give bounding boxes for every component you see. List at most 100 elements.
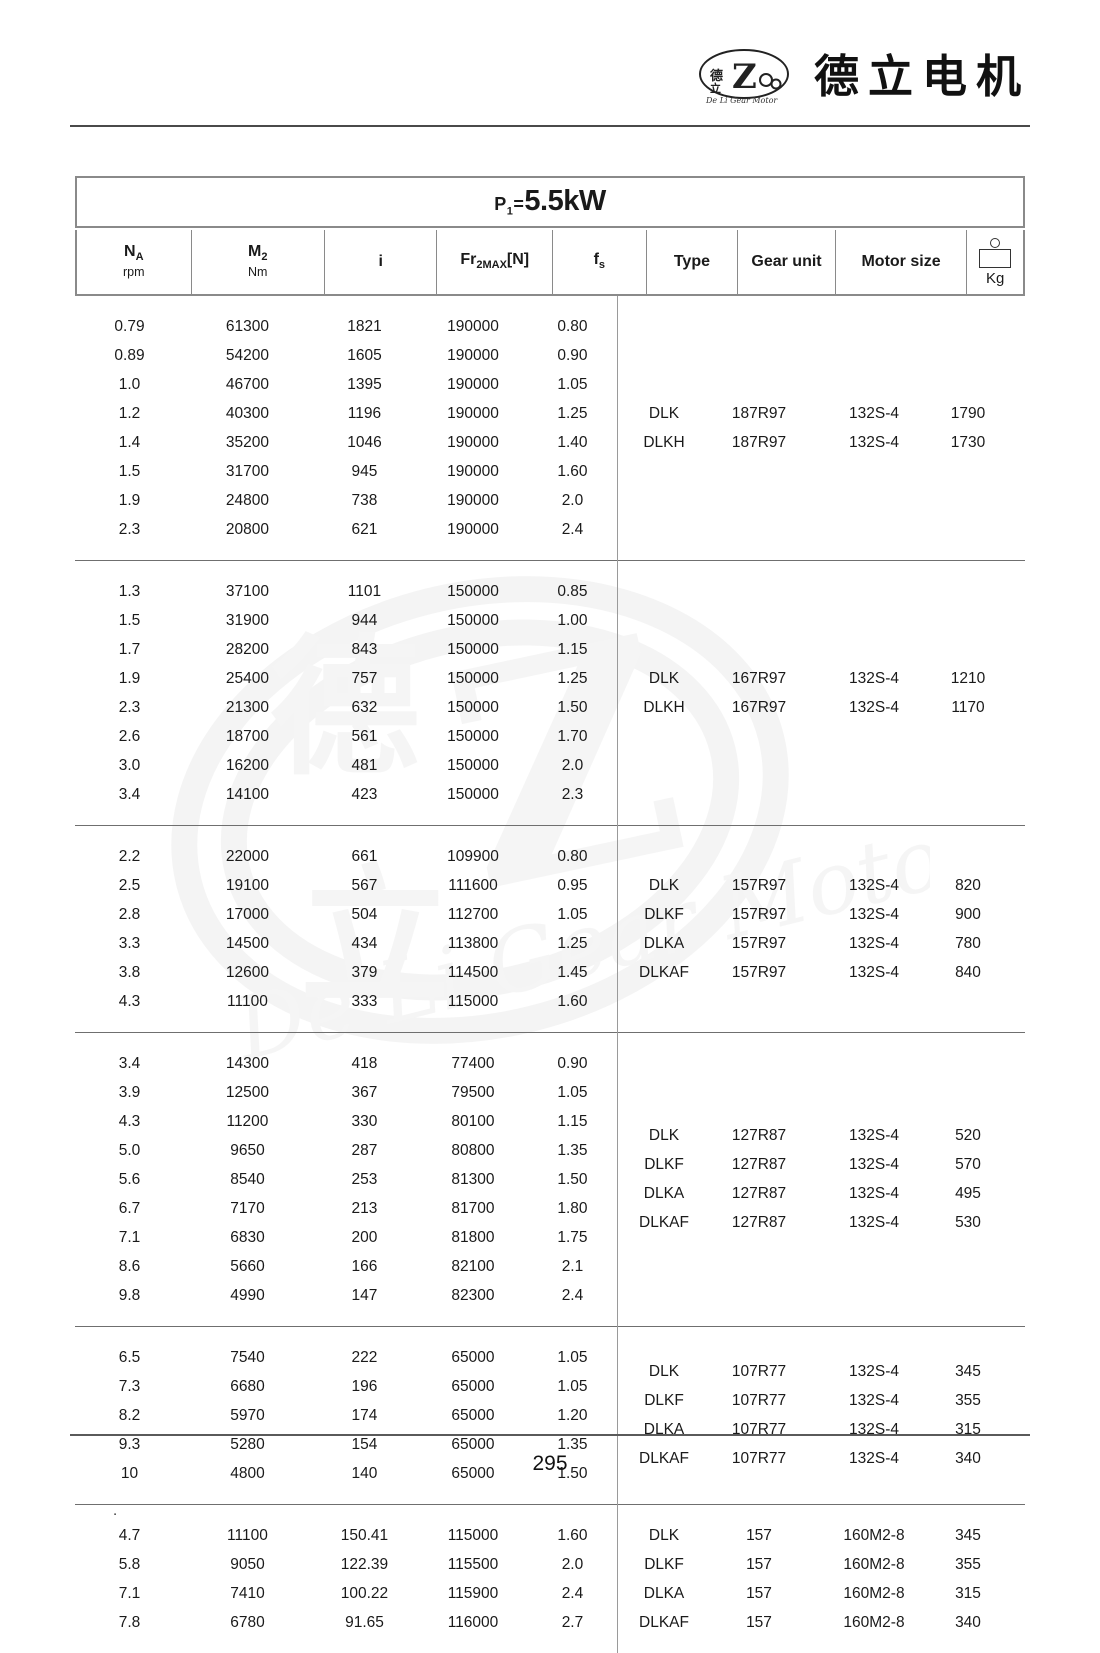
header-divider (70, 125, 1030, 127)
cell-fs: 0.95 (557, 876, 588, 894)
cell-motor: 132S-4 (849, 669, 899, 687)
cell-type: DLK (648, 1127, 680, 1144)
table-row: 6.5 7540 222 65000 1.05 (75, 1343, 617, 1372)
block-ratings-left: 3.4 14300 418 77400 0.90 3.9 12500 367 79500 1.05… (75, 1033, 617, 1326)
cell-m2: 28200 (225, 640, 269, 658)
cell-fs: 1.80 (557, 1199, 588, 1217)
cell-type: DLKF (644, 1392, 684, 1409)
cell-fs: 1.05 (557, 375, 588, 393)
table-row: 0.89 54200 1605 190000 0.90 (75, 341, 617, 370)
cell-na: 2.8 (118, 905, 141, 923)
cell-motor: 132S-4 (849, 698, 899, 716)
cell-type: DLK (648, 1526, 680, 1544)
cell-fr: 79500 (451, 1083, 495, 1101)
block-spacer (75, 561, 617, 577)
cell-kg: 570 (955, 1156, 981, 1173)
cell-m2: 7410 (230, 1584, 265, 1602)
table-row: DLKF 157R97 132S-4 900 (618, 900, 1025, 929)
cell-motor: 132S-4 (849, 433, 899, 451)
table-row: DLKAF 157R97 132S-4 840 (618, 958, 1025, 987)
cell-i: 91.65 (345, 1613, 384, 1631)
table-row: DLKA 157R97 132S-4 780 (618, 929, 1025, 958)
table-row: 7.1 6830 200 81800 1.75 (75, 1223, 617, 1252)
cell-fr: 114500 (447, 963, 499, 981)
svg-text:德: 德 (710, 68, 723, 84)
table-row: DLKAF 157 160M2-8 340 (618, 1608, 1025, 1637)
cell-fr: 150000 (447, 727, 499, 745)
table-row: 0.79 61300 1821 190000 0.80 (75, 312, 617, 341)
cell-motor: 132S-4 (849, 905, 899, 923)
column-header-fr2max-symbol: Fr2MAX[N] (460, 251, 530, 272)
block-spacer (75, 1327, 617, 1343)
cell-i: 661 (351, 847, 378, 865)
cell-fr: 65000 (451, 1435, 495, 1453)
cell-na: 4.3 (118, 992, 141, 1010)
cell-fr: 113800 (447, 934, 499, 952)
cell-fr: 150000 (447, 785, 499, 803)
cell-na: 10 (120, 1464, 139, 1482)
table-row: DLK 157 160M2-8 345 (618, 1521, 1025, 1550)
table-block: 1.3 37100 1101 150000 0.85 1.5 31900 944 150000 1… (75, 561, 1025, 826)
cell-na: 6.5 (118, 1348, 141, 1366)
table-row: DLK 157R97 132S-4 820 (618, 871, 1025, 900)
weight-box-icon (979, 237, 1012, 268)
table-row: 1.9 24800 738 190000 2.0 (75, 486, 617, 515)
cell-kg: 345 (955, 1526, 981, 1544)
cell-type: DLKA (643, 934, 685, 952)
cell-na: 2.3 (118, 698, 141, 716)
cell-fs: 1.25 (557, 669, 588, 687)
table-row: 4.3 11100 333 115000 1.60 (75, 987, 617, 1016)
cell-i: 1046 (347, 433, 382, 451)
cell-fr: 190000 (447, 317, 499, 335)
cell-na: 5.0 (118, 1141, 141, 1159)
block-models-right: DLK 157 160M2-8 345 DLKF 157 160M2-8 355 DLKA 157… (617, 1505, 1025, 1653)
cell-m2: 20800 (225, 520, 269, 538)
cell-na: 8.2 (118, 1406, 141, 1424)
cell-fs: 0.85 (557, 582, 588, 600)
column-header-na-symbol: NA (124, 243, 144, 264)
cell-kg: 355 (955, 1555, 981, 1573)
table-row: 2.5 19100 567 111600 0.95 (75, 871, 617, 900)
cell-i: 213 (351, 1199, 378, 1217)
cell-m2: 54200 (225, 346, 269, 364)
cell-na: 1.3 (118, 582, 141, 600)
table-row: DLK 127R87 132S-4 520 (618, 1122, 1025, 1151)
block-models-right: DLK 167R97 132S-4 1210 DLKH 167R97 132S-4 1170 (617, 561, 1025, 825)
page-number: 295 (532, 1452, 568, 1475)
cell-m2: 8540 (230, 1170, 265, 1188)
table-row: 2.6 18700 561 150000 1.70 (75, 722, 617, 751)
cell-motor: 132S-4 (849, 1450, 899, 1467)
cell-fr: 80800 (451, 1141, 495, 1159)
cell-m2: 14500 (225, 934, 269, 952)
table-row: 1.5 31900 944 150000 1.00 (75, 606, 617, 635)
cell-m2: 61300 (225, 317, 269, 335)
cell-fr: 65000 (451, 1406, 495, 1424)
cell-fr: 115900 (447, 1584, 499, 1602)
cell-m2: 11100 (227, 992, 268, 1010)
cell-fr: 109900 (447, 847, 499, 865)
table-row: DLKF 157 160M2-8 355 (618, 1550, 1025, 1579)
block-spacer (75, 1310, 617, 1326)
block-spacer (75, 1016, 617, 1032)
cell-kg: 780 (955, 934, 981, 952)
table-row: 1.0 46700 1395 190000 1.05 (75, 370, 617, 399)
cell-kg: 840 (955, 963, 981, 981)
table-row: 10 4800 140 65000 1.50 (75, 1459, 617, 1488)
cell-fr: 82300 (451, 1286, 495, 1304)
cell-na: 2.5 (118, 876, 141, 894)
cell-motor: 132S-4 (849, 1421, 899, 1438)
cell-na: 9.8 (118, 1286, 141, 1304)
cell-na: 7.1 (118, 1228, 141, 1246)
page-header: 德 立 Z De Li Gear Motor 德立电机 (70, 46, 1030, 130)
cell-m2: 5660 (230, 1257, 265, 1275)
cell-gear: 167R97 (731, 698, 787, 716)
cell-na: 9.3 (118, 1435, 141, 1453)
table-row: DLKH 167R97 132S-4 1170 (618, 693, 1025, 722)
cell-fs: 2.0 (561, 756, 584, 774)
cell-na: 4.3 (118, 1112, 141, 1130)
column-header-gear-unit-label: Gear unit (751, 252, 822, 270)
column-header-weight-unit: Kg (985, 269, 1005, 287)
cell-fr: 81300 (451, 1170, 495, 1188)
column-header-weight: Kg (967, 230, 1023, 294)
cell-fs: 2.4 (561, 1286, 584, 1304)
